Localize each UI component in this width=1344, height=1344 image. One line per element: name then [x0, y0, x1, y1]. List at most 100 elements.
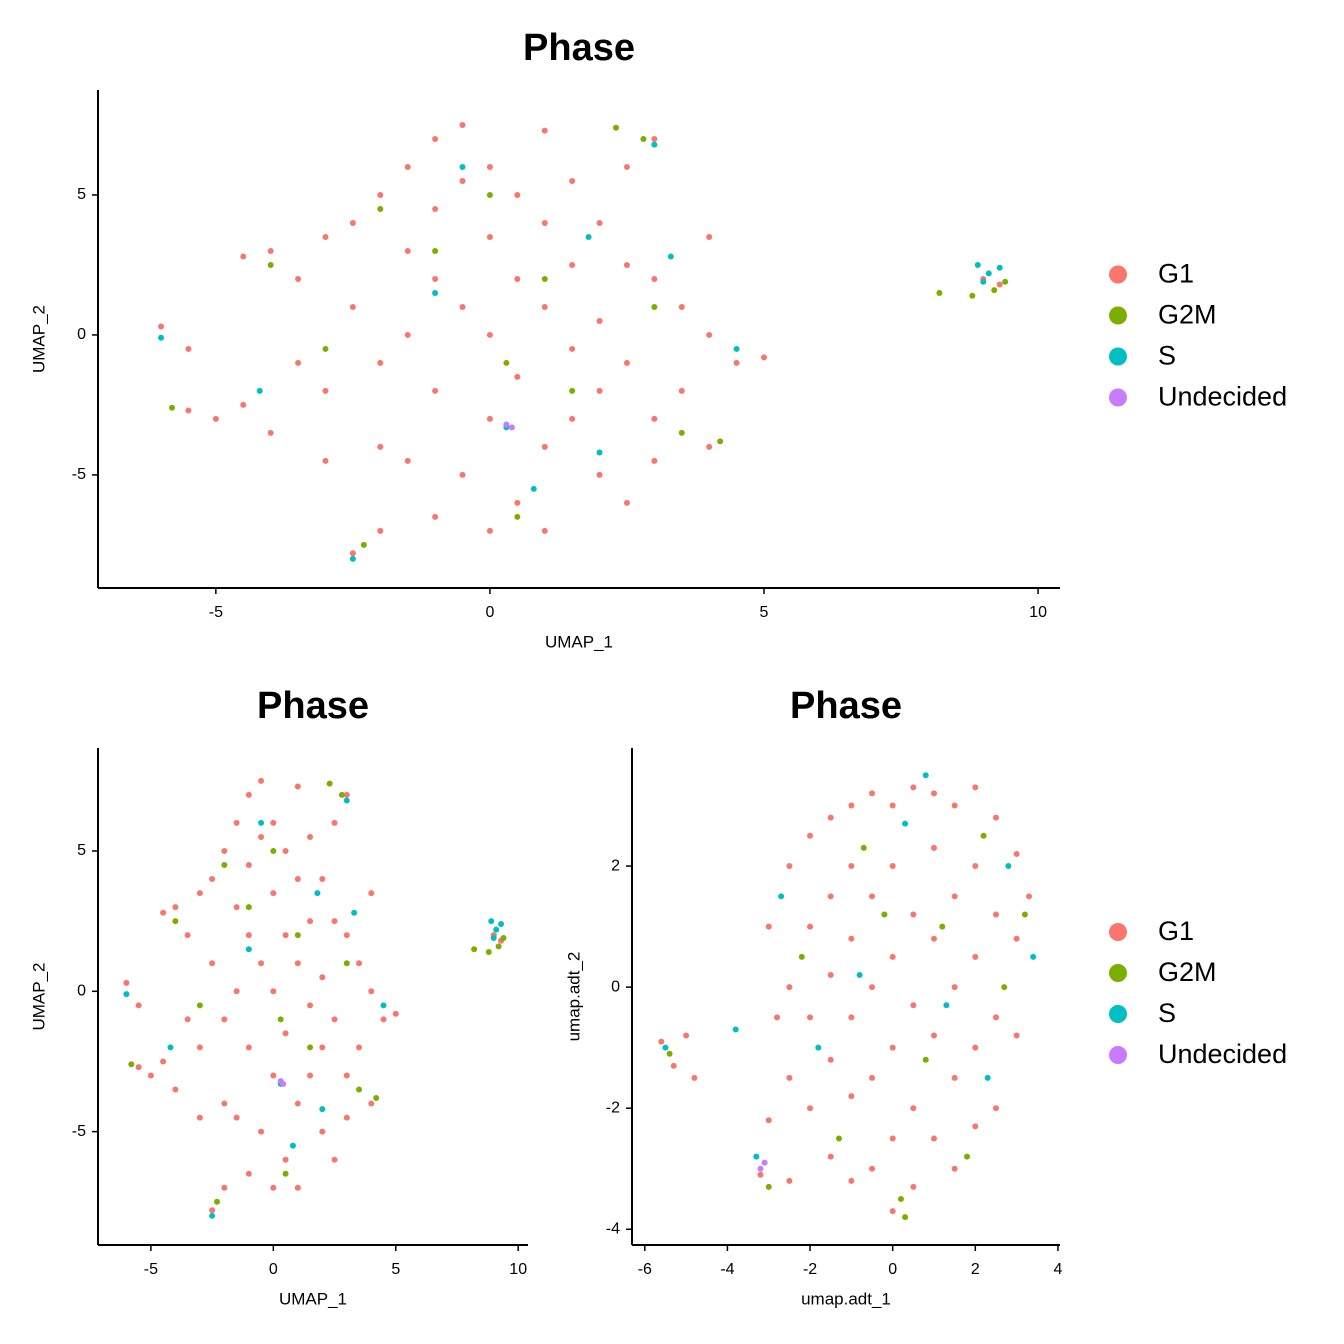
x-axis-label: UMAP_1 [279, 1289, 347, 1308]
point [209, 960, 216, 967]
point [486, 233, 493, 240]
point [471, 946, 478, 953]
point [678, 429, 685, 436]
point [319, 1128, 326, 1135]
point [267, 261, 274, 268]
x-tick-label: 5 [760, 604, 769, 621]
point [258, 1128, 265, 1135]
point [432, 135, 439, 142]
point [172, 918, 179, 925]
point [486, 191, 493, 198]
point [404, 247, 411, 254]
point [798, 953, 805, 960]
point [307, 1044, 314, 1051]
point [678, 303, 685, 310]
point [774, 1014, 781, 1021]
point [349, 555, 356, 562]
point [757, 1165, 764, 1172]
point [277, 1016, 284, 1023]
point [209, 876, 216, 883]
point [786, 984, 793, 991]
x-tick-label: -5 [144, 1261, 158, 1278]
point [807, 832, 814, 839]
point [541, 527, 548, 534]
point [270, 890, 277, 897]
point [980, 832, 987, 839]
point [778, 893, 785, 900]
point [294, 960, 301, 967]
x-tick-label: 2 [971, 1261, 980, 1278]
point [294, 932, 301, 939]
point [623, 261, 630, 268]
point [985, 270, 992, 277]
point [172, 1086, 179, 1093]
point [377, 527, 384, 534]
point [991, 287, 998, 294]
x-tick-label: 10 [509, 1261, 527, 1278]
point [969, 292, 976, 299]
point [717, 438, 724, 445]
legend-label: G1 [1158, 916, 1194, 946]
legend-marker [1109, 923, 1127, 941]
point [356, 1086, 363, 1093]
point [294, 783, 301, 790]
x-tick-label: -2 [803, 1261, 817, 1278]
point [514, 191, 521, 198]
point [786, 1074, 793, 1081]
point [1013, 935, 1020, 942]
point [827, 893, 834, 900]
point [289, 1142, 296, 1149]
point [221, 862, 228, 869]
point [343, 960, 350, 967]
point [541, 303, 548, 310]
point [761, 354, 767, 361]
point [541, 275, 548, 282]
point [1021, 911, 1028, 918]
point [1001, 984, 1008, 991]
point [984, 1074, 991, 1081]
point [209, 1212, 216, 1219]
point [221, 847, 228, 854]
point [972, 953, 979, 960]
point [848, 935, 855, 942]
point [432, 513, 439, 520]
point [331, 1156, 338, 1163]
point [245, 862, 252, 869]
point [245, 1044, 252, 1051]
point [245, 932, 252, 939]
point [678, 387, 685, 394]
point [295, 359, 302, 366]
point [351, 909, 358, 916]
point [158, 334, 165, 341]
point [530, 485, 537, 492]
point [267, 429, 274, 436]
point [373, 1094, 380, 1101]
point [827, 814, 834, 821]
point [343, 1114, 350, 1121]
point [951, 1074, 958, 1081]
point [569, 261, 576, 268]
point [184, 1016, 191, 1023]
point [488, 918, 495, 925]
point [964, 1153, 971, 1160]
chart-title: Phase [790, 685, 902, 727]
point [295, 275, 302, 282]
point [245, 946, 252, 953]
point [869, 790, 876, 797]
point [765, 923, 772, 930]
point [972, 1044, 979, 1051]
y-tick-label: -2 [606, 1099, 620, 1116]
point [240, 401, 247, 408]
point [569, 387, 576, 394]
point [214, 1198, 221, 1205]
point [221, 1016, 228, 1023]
x-tick-label: 0 [888, 1261, 897, 1278]
point [294, 1100, 301, 1107]
point [221, 1184, 228, 1191]
legend-label: Undecided [1158, 382, 1287, 412]
point [380, 1002, 387, 1009]
point [651, 415, 658, 422]
point [996, 281, 1003, 288]
point [294, 876, 301, 883]
